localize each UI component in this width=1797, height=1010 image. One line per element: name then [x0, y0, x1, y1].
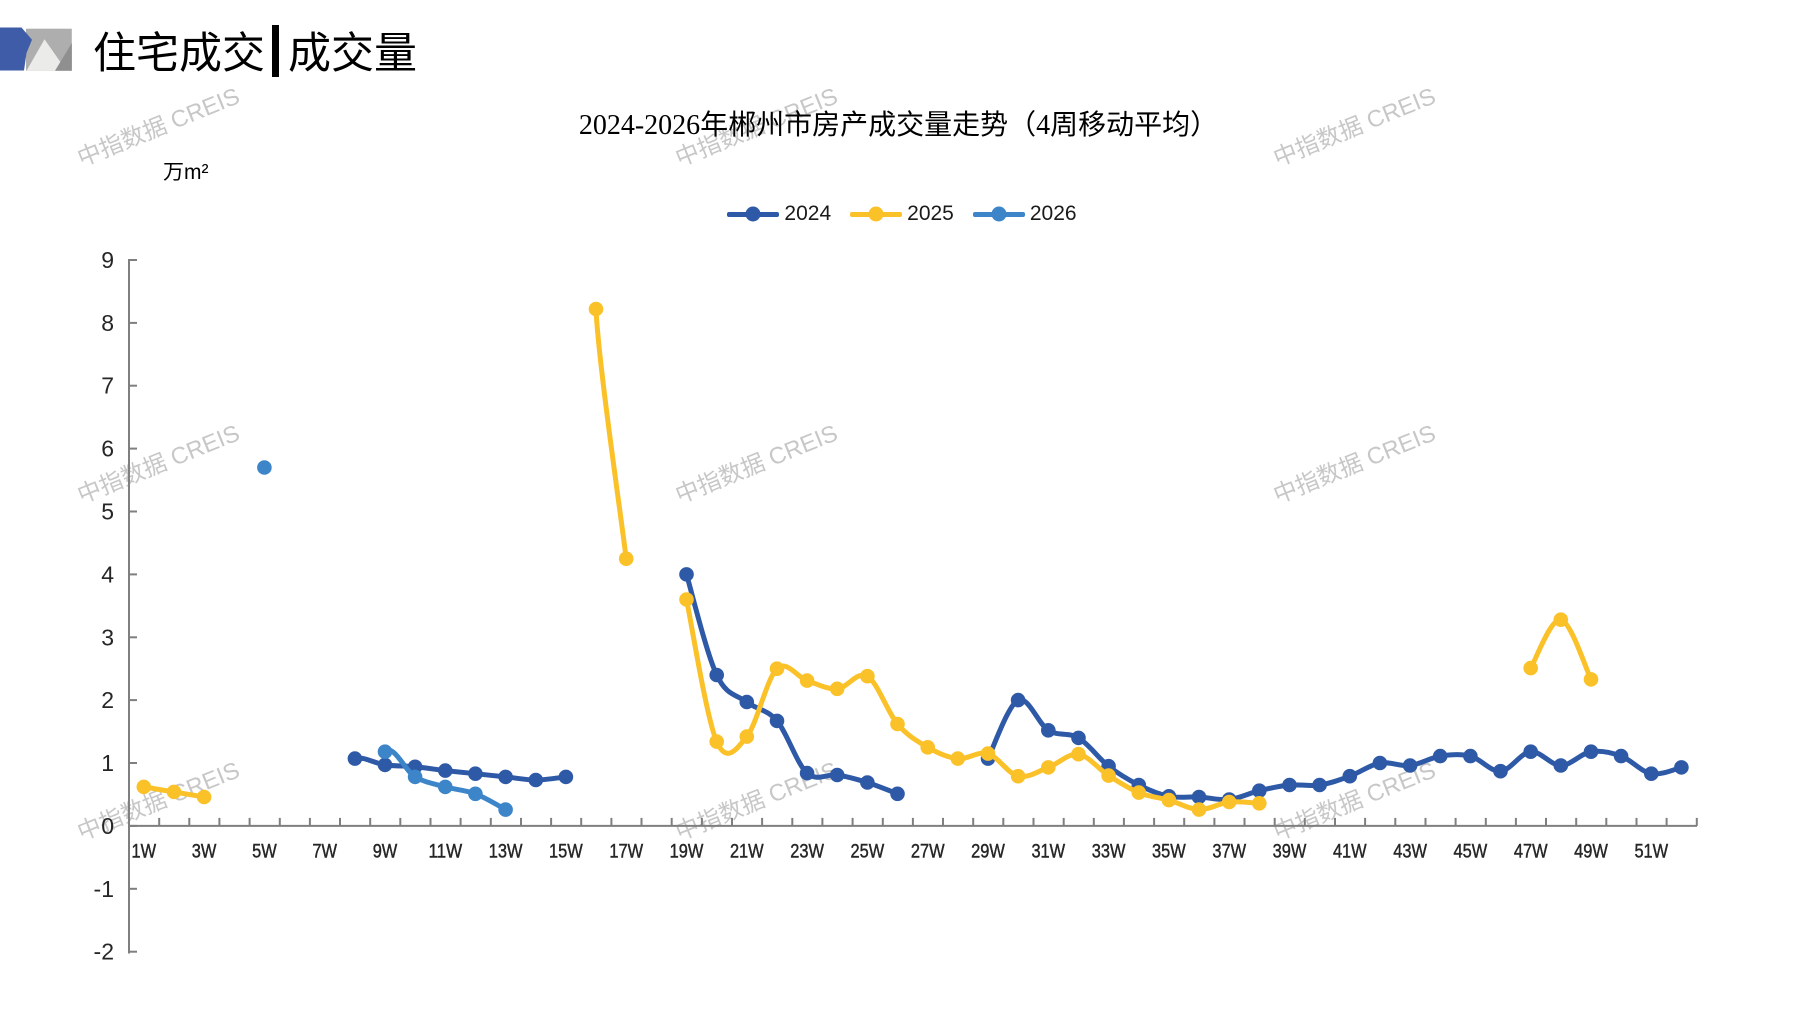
svg-text:7W: 7W [312, 841, 337, 863]
svg-text:9W: 9W [373, 841, 398, 863]
svg-text:25W: 25W [851, 841, 885, 863]
svg-text:15W: 15W [549, 841, 583, 863]
svg-text:-1: -1 [94, 876, 114, 902]
svg-text:1: 1 [101, 750, 114, 776]
svg-text:37W: 37W [1212, 841, 1246, 863]
svg-text:5: 5 [101, 499, 114, 525]
svg-text:23W: 23W [790, 841, 824, 863]
svg-text:43W: 43W [1393, 841, 1427, 863]
svg-text:49W: 49W [1574, 841, 1608, 863]
svg-text:17W: 17W [609, 841, 643, 863]
svg-text:8: 8 [101, 310, 114, 336]
svg-text:19W: 19W [670, 841, 704, 863]
svg-text:35W: 35W [1152, 841, 1186, 863]
svg-text:33W: 33W [1092, 841, 1126, 863]
svg-text:4: 4 [101, 561, 114, 587]
svg-text:中指数据 CREIS: 中指数据 CREIS [1270, 420, 1440, 509]
svg-text:-2: -2 [94, 939, 114, 965]
svg-text:2: 2 [101, 687, 114, 713]
svg-text:6: 6 [101, 436, 114, 462]
svg-text:3: 3 [101, 624, 114, 650]
svg-text:中指数据 CREIS: 中指数据 CREIS [672, 757, 842, 846]
svg-text:21W: 21W [730, 841, 764, 863]
svg-text:3W: 3W [192, 841, 217, 863]
svg-text:1W: 1W [132, 841, 157, 863]
svg-text:45W: 45W [1454, 841, 1488, 863]
svg-text:31W: 31W [1031, 841, 1065, 863]
svg-text:41W: 41W [1333, 841, 1367, 863]
svg-text:29W: 29W [971, 841, 1005, 863]
svg-text:13W: 13W [489, 841, 523, 863]
svg-text:39W: 39W [1273, 841, 1307, 863]
svg-text:中指数据 CREIS: 中指数据 CREIS [74, 757, 244, 846]
svg-text:5W: 5W [252, 841, 277, 863]
svg-text:中指数据 CREIS: 中指数据 CREIS [672, 420, 842, 509]
svg-text:中指数据 CREIS: 中指数据 CREIS [74, 420, 244, 509]
svg-text:51W: 51W [1634, 841, 1668, 863]
svg-text:27W: 27W [911, 841, 945, 863]
svg-text:0: 0 [101, 813, 114, 839]
svg-text:7: 7 [101, 373, 114, 399]
svg-text:47W: 47W [1514, 841, 1548, 863]
svg-text:9: 9 [101, 247, 114, 273]
svg-text:11W: 11W [428, 841, 462, 863]
